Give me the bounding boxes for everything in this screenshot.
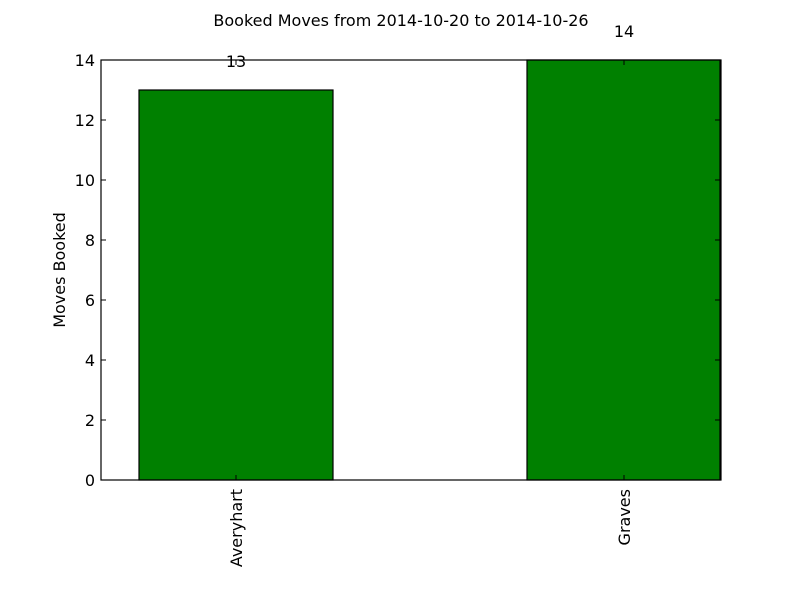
bar-graves (526, 59, 722, 481)
y-ticks-group: 0 2 4 6 8 10 12 14 (75, 51, 720, 490)
y-tick-label: 4 (85, 351, 95, 370)
y-tick-label: 10 (75, 171, 95, 190)
x-tick-label-averyhart: Averyhart (227, 489, 246, 567)
y-axis-label: Moves Booked (50, 212, 69, 328)
bar-averyhart (138, 89, 334, 481)
x-tick-label-graves: Graves (615, 489, 634, 545)
bars-group (138, 59, 722, 481)
y-tick-label: 12 (75, 111, 95, 130)
y-tick-label: 14 (75, 51, 95, 70)
y-tick-label: 8 (85, 231, 95, 250)
y-tick-label: 6 (85, 291, 95, 310)
data-label-graves: 14 (614, 22, 634, 41)
y-tick-label: 0 (85, 471, 95, 490)
y-tick-label: 2 (85, 411, 95, 430)
chart-title: Booked Moves from 2014-10-20 to 2014-10-… (213, 11, 588, 30)
x-ticks-group: Averyhart Graves (227, 60, 634, 567)
plot-frame (100, 59, 721, 481)
